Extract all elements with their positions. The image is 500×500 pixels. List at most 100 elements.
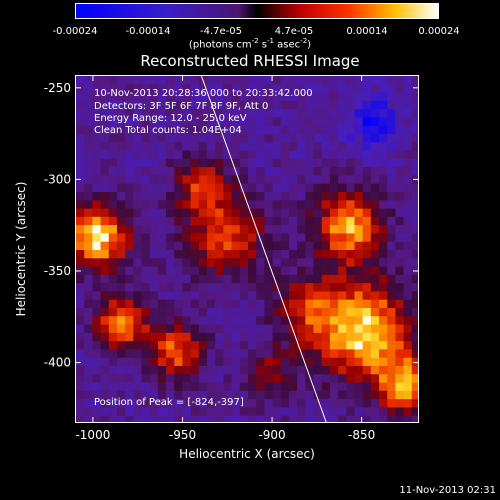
heatmap-cell — [411, 308, 418, 317]
heatmap-cell — [248, 167, 257, 177]
heatmap-cell — [346, 183, 356, 193]
heatmap-cell — [297, 415, 306, 422]
heatmap-cell — [395, 167, 405, 177]
heatmap-cell — [370, 233, 380, 243]
heatmap-cell — [411, 76, 418, 85]
heatmap-cell — [239, 258, 249, 268]
heatmap-cell — [256, 76, 265, 85]
heatmap-cell — [379, 332, 388, 342]
heatmap-cell — [264, 266, 274, 276]
heatmap-cell — [248, 92, 257, 102]
heatmap-cell — [207, 366, 216, 375]
heatmap-cell — [288, 241, 298, 251]
heatmap-cell — [329, 241, 339, 251]
heatmap-cell — [182, 150, 192, 160]
heatmap-cell — [264, 407, 274, 417]
heatmap-cell — [346, 208, 356, 218]
heatmap-cell — [305, 341, 315, 351]
heatmap-cell — [387, 134, 397, 143]
heatmap-cell — [174, 415, 184, 422]
heatmap-cell — [239, 316, 249, 326]
heatmap-cell — [215, 92, 225, 102]
heatmap-cell — [239, 208, 249, 218]
heatmap-cell — [198, 308, 208, 317]
heatmap-cell — [76, 316, 85, 326]
heatmap-cell — [239, 125, 249, 135]
heatmap-cell — [297, 258, 306, 268]
heatmap-cell — [329, 100, 339, 110]
heatmap-cell — [321, 100, 331, 110]
heatmap-cell — [305, 382, 315, 392]
heatmap-cell — [141, 192, 151, 201]
heatmap-cell — [297, 76, 306, 85]
heatmap-cell — [329, 407, 339, 417]
heatmap-cell — [108, 117, 118, 127]
heatmap-cell — [379, 109, 388, 119]
heatmap-cell — [100, 258, 110, 268]
heatmap-cell — [84, 299, 93, 309]
heatmap-cell — [84, 150, 93, 160]
heatmap-cell — [370, 84, 380, 94]
heatmap-cell — [92, 84, 102, 94]
heatmap-cell — [379, 134, 388, 143]
heatmap-cell — [100, 382, 110, 392]
heatmap-cell — [92, 192, 102, 201]
heatmap-cell — [256, 117, 265, 127]
heatmap-cell — [379, 390, 388, 400]
heatmap-cell — [321, 183, 331, 193]
heatmap-cell — [403, 208, 413, 218]
heatmap-cell — [141, 233, 151, 243]
heatmap-cell — [256, 92, 265, 102]
heatmap-cell — [157, 266, 167, 276]
heatmap-cell — [108, 233, 118, 243]
heatmap-cell — [395, 84, 405, 94]
heatmap-cell — [362, 357, 372, 367]
heatmap-cell — [239, 100, 249, 110]
heatmap-cell — [182, 233, 192, 243]
heatmap-cell — [100, 134, 110, 143]
heatmap-cell — [182, 76, 192, 85]
heatmap-cell — [305, 258, 315, 268]
heatmap-cell — [379, 316, 388, 326]
heatmap-cell — [288, 324, 298, 334]
heatmap-cell — [329, 158, 339, 168]
heatmap-cell — [149, 357, 159, 367]
heatmap-cell — [288, 341, 298, 351]
heatmap-cell — [272, 299, 282, 309]
heatmap-cell — [174, 366, 184, 375]
heatmap-cell — [125, 142, 134, 152]
heatmap-cell — [387, 241, 397, 251]
heatmap-cell — [370, 324, 380, 334]
heatmap-cell — [239, 183, 249, 193]
heatmap-cell — [198, 117, 208, 127]
heatmap-cell — [329, 299, 339, 309]
heatmap-cell — [149, 142, 159, 152]
heatmap-cell — [198, 357, 208, 367]
heatmap-cell — [272, 324, 282, 334]
heatmap-cell — [133, 109, 143, 119]
heatmap-cell — [248, 332, 257, 342]
heatmap-cell — [338, 399, 347, 409]
heatmap-cell — [116, 175, 126, 185]
heatmap-cell — [321, 134, 331, 143]
heatmap-cell — [354, 167, 364, 177]
heatmap-cell — [133, 134, 143, 143]
heatmap-cell — [411, 374, 418, 384]
heatmap-cell — [157, 100, 167, 110]
heatmap-cell — [387, 299, 397, 309]
heatmap-cell — [174, 274, 184, 284]
heatmap-cell — [174, 349, 184, 359]
heatmap-cell — [141, 200, 151, 210]
heatmap-cell — [387, 415, 397, 422]
heatmap-cell — [76, 407, 85, 417]
heatmap-cell — [223, 233, 233, 243]
heatmap-cell — [215, 225, 225, 235]
heatmap-cell — [370, 142, 380, 152]
heatmap-cell — [141, 324, 151, 334]
heatmap-cell — [141, 125, 151, 135]
heatmap-cell — [346, 390, 356, 400]
heatmap-cell — [321, 299, 331, 309]
heatmap-cell — [387, 332, 397, 342]
heatmap-cell — [256, 349, 265, 359]
heatmap-cell — [76, 349, 85, 359]
